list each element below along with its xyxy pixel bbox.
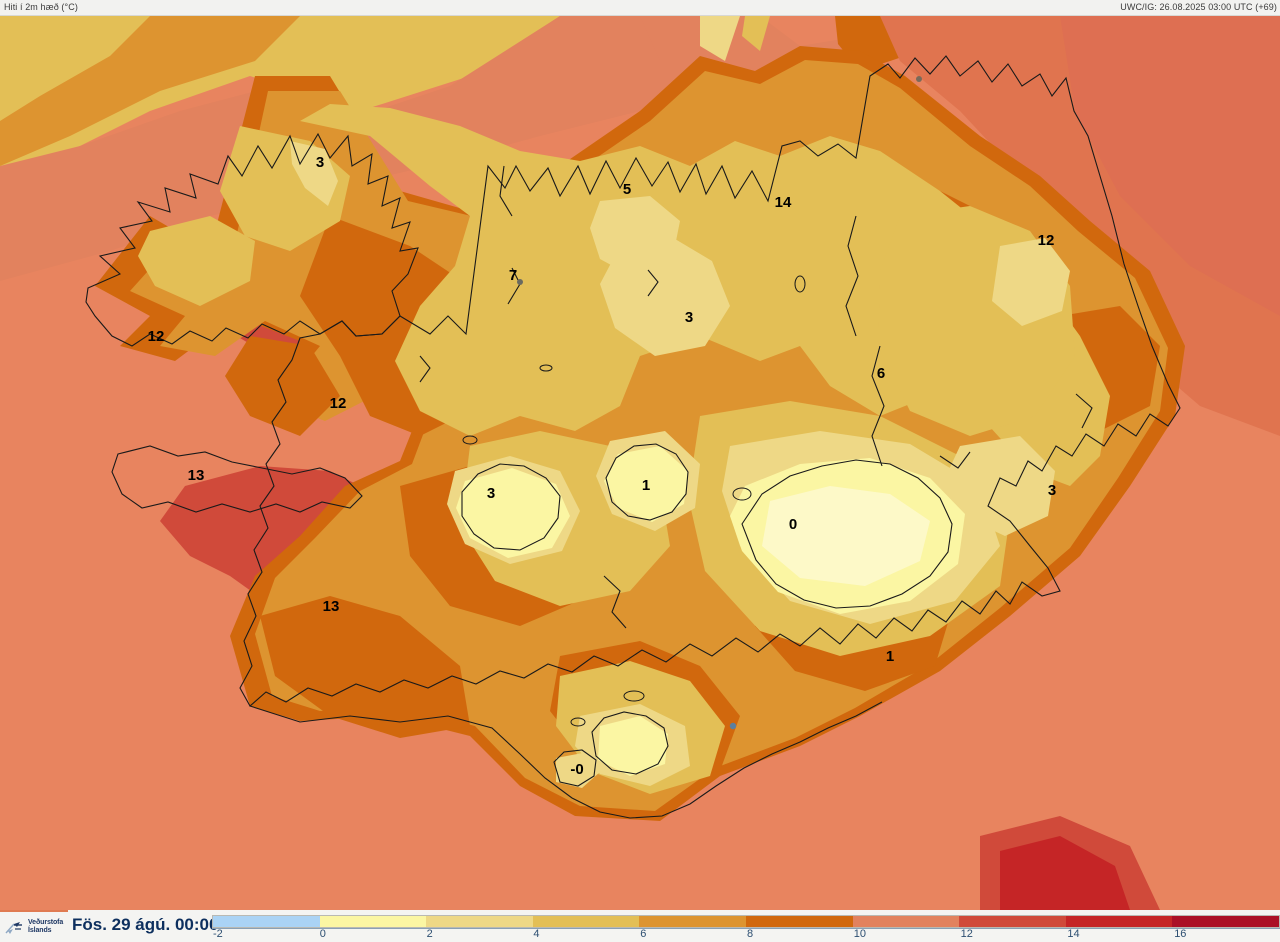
colorbar-band bbox=[745, 916, 853, 927]
contour-labels: 3 5 14 12 7 3 12 6 12 13 1 3 3 0 13 1 -0 bbox=[148, 154, 1057, 778]
map-header: Hiti í 2m hæð (°C) UWC/IG: 26.08.2025 03… bbox=[0, 0, 1280, 16]
band-0-2-langjokull-core bbox=[456, 468, 570, 558]
colorbar-band bbox=[1065, 916, 1173, 927]
contour-label: 13 bbox=[323, 598, 340, 615]
map-footer: Veðurstofa Íslands Fös. 29 ágú. 00:00 -2… bbox=[0, 910, 1280, 942]
colorbar-band bbox=[213, 916, 320, 927]
contour-label: 3 bbox=[685, 309, 693, 326]
contour-label: 1 bbox=[642, 477, 650, 494]
band-4-6-nw-land2 bbox=[138, 216, 255, 306]
contour-label: 0 bbox=[789, 516, 797, 533]
band-0-2-hofsjokull-core bbox=[604, 446, 688, 522]
colorbar-band bbox=[959, 916, 1066, 927]
contour-label: 3 bbox=[1048, 482, 1056, 499]
imo-logo[interactable]: Veðurstofa Íslands bbox=[0, 910, 68, 942]
band-2-4-nw-ridge bbox=[290, 141, 338, 206]
band-14-16-se-sea bbox=[1000, 836, 1130, 910]
contour-label: 13 bbox=[188, 467, 205, 484]
colorbar-band bbox=[319, 916, 427, 927]
lake-marker bbox=[729, 722, 737, 730]
contour-label: 5 bbox=[623, 181, 631, 198]
band-8-10-finger-nw bbox=[225, 336, 340, 436]
station-marker-north bbox=[916, 76, 922, 82]
contour-label: 12 bbox=[1038, 232, 1055, 249]
colorbar-band bbox=[426, 916, 533, 927]
band-2-4-ne-highland bbox=[992, 238, 1070, 326]
contour-label: 6 bbox=[877, 365, 885, 382]
colorbar-tick-label: -2 bbox=[213, 928, 223, 940]
colorbar-ticks: -2 0 2 4 6 8 10 12 14 16 bbox=[212, 928, 1280, 942]
colorbar-tick-label: 2 bbox=[426, 928, 433, 940]
colorbar-band bbox=[639, 916, 746, 927]
colorbar-tick-label: 14 bbox=[1067, 928, 1080, 940]
imo-logo-line2: Íslands bbox=[28, 927, 52, 934]
band-4-6-north-strip bbox=[742, 16, 770, 51]
contour-label: 3 bbox=[316, 154, 324, 171]
imo-logo-line1: Veðurstofa bbox=[28, 919, 64, 926]
coastline bbox=[85, 55, 1181, 819]
band-0-2-myrdalsjokull-core bbox=[598, 716, 668, 776]
band-2-4-north-strip bbox=[700, 16, 740, 61]
imo-logo-text: Veðurstofa Íslands bbox=[28, 919, 63, 935]
colorbar-tick-label: 10 bbox=[853, 928, 867, 940]
wind-barb-icon bbox=[5, 922, 22, 934]
colorbar-strip[interactable] bbox=[212, 915, 1280, 928]
colorbar-tick-label: 8 bbox=[747, 928, 754, 940]
band-10-12-ne-sea bbox=[1060, 16, 1280, 316]
contour-label: 3 bbox=[487, 485, 495, 502]
temperature-map[interactable]: 3 5 14 12 7 3 12 6 12 13 1 3 3 0 13 1 -0 bbox=[0, 16, 1280, 910]
colorbar-band bbox=[1172, 916, 1279, 927]
contour-label: 7 bbox=[509, 267, 517, 284]
colorbar-band bbox=[532, 916, 640, 927]
contour-label: 12 bbox=[148, 328, 165, 345]
model-run-info: UWC/IG: 26.08.2025 03:00 UTC (+69) bbox=[1120, 2, 1277, 12]
colorbar-tick-label: 0 bbox=[319, 928, 326, 940]
colorbar-tick-label: 16 bbox=[1174, 928, 1187, 940]
contour-label: 12 bbox=[330, 395, 347, 412]
band-0-2-vatnajokull-inner bbox=[762, 486, 930, 586]
band-8-10-finger-s bbox=[260, 596, 470, 738]
band-2-4-n-highland2 bbox=[600, 236, 730, 356]
band-4-6-nw-inner bbox=[0, 16, 150, 121]
lakes bbox=[462, 275, 806, 727]
temperature-contour-svg: 3 5 14 12 7 3 12 6 12 13 1 3 3 0 13 1 -0 bbox=[0, 16, 1280, 910]
valid-time-label: Fös. 29 ágú. 00:00 bbox=[72, 915, 219, 934]
contour-label: 14 bbox=[775, 194, 792, 211]
colorbar-tick-label: 4 bbox=[533, 928, 540, 940]
colorbar-tick-label: 6 bbox=[640, 928, 647, 940]
colorbar-axis bbox=[212, 928, 1280, 929]
colorbar[interactable]: -2 0 2 4 6 8 10 12 14 16 bbox=[212, 910, 1280, 942]
station-marker bbox=[517, 279, 523, 285]
page-title: Hiti í 2m hæð (°C) bbox=[4, 2, 78, 12]
contour-label: -0 bbox=[570, 761, 583, 778]
colorbar-band bbox=[852, 916, 960, 927]
contour-label: 1 bbox=[886, 648, 894, 665]
colorbar-tick-label: 12 bbox=[960, 928, 973, 940]
